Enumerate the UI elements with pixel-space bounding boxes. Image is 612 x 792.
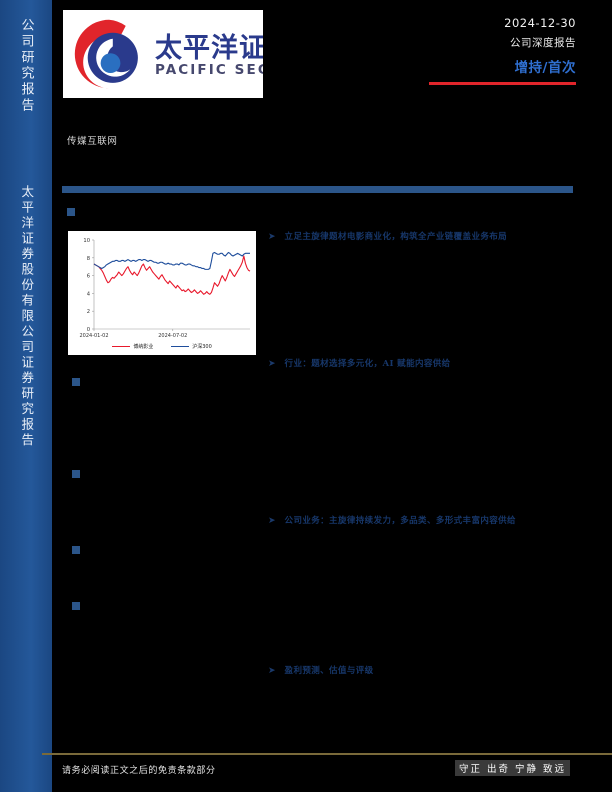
sidebar-top-label: 公司研究报告: [0, 18, 52, 114]
section-heading-1: ➤ 行业：题材选择多元化，AI 赋能内容供给: [268, 358, 598, 370]
svg-text:2024-01-02: 2024-01-02: [79, 333, 108, 339]
list-marker: [67, 208, 75, 216]
pacific-securities-logo-icon: [74, 19, 138, 89]
logo-name-cn: 太平洋证券: [155, 33, 263, 64]
legend-label: 博纳影业: [133, 344, 154, 350]
arrow-right-icon: ➤: [268, 666, 276, 676]
arrow-right-icon: ➤: [268, 359, 276, 369]
company-logo: 太平洋证券 PACIFIC SECURITIES: [63, 10, 263, 98]
svg-text:0: 0: [87, 327, 90, 333]
section-heading-0: ➤ 立足主旋律题材电影商业化，构筑全产业链覆盖业务布局: [268, 231, 598, 243]
footer-disclaimer: 请务必阅读正文之后的免责条款部分: [62, 766, 216, 776]
section-heading-2: ➤ 公司业务：主旋律持续发力，多品类、多形式丰富内容供给: [268, 515, 598, 527]
section-heading-text: 盈利预测、估值与评级: [284, 666, 374, 676]
arrow-right-icon: ➤: [268, 516, 276, 526]
svg-text:10: 10: [83, 238, 90, 244]
section-divider-bar: [62, 186, 573, 193]
sidebar-seam: [52, 0, 60, 792]
section-heading-3: ➤ 盈利预测、估值与评级: [268, 665, 598, 677]
stock-performance-chart: 0 2 4 6 8 10 2024-01-02 2024-07-02 博纳影业 沪深300: [68, 231, 256, 355]
legend-swatch: [112, 345, 131, 348]
sidebar-company-label: 太平洋证券股份有限公司证券研究报告: [0, 185, 52, 449]
rating-badge: 增持/首次: [514, 60, 576, 76]
chart-legend: 博纳影业 沪深300: [68, 343, 256, 350]
arrow-right-icon: ➤: [268, 232, 276, 242]
section-heading-text: 行业：题材选择多元化，AI 赋能内容供给: [284, 359, 451, 369]
svg-text:2: 2: [87, 309, 90, 315]
report-type: 公司深度报告: [510, 37, 576, 49]
header-red-rule: [429, 82, 576, 85]
legend-item-1: 沪深300: [171, 343, 212, 350]
svg-text:6: 6: [87, 274, 90, 280]
legend-label: 沪深300: [192, 344, 212, 350]
left-sidebar: [0, 0, 52, 792]
report-date: 2024-12-30: [504, 16, 576, 30]
svg-text:2024-07-02: 2024-07-02: [158, 333, 187, 339]
svg-text:8: 8: [87, 256, 90, 262]
section-heading-text: 立足主旋律题材电影商业化，构筑全产业链覆盖业务布局: [284, 232, 508, 242]
footer-rule: [42, 753, 612, 755]
sidebar-company-label-text: 太平洋证券股份有限公司证券研究报告: [19, 185, 35, 449]
list-marker: [72, 602, 80, 610]
svg-text:4: 4: [87, 291, 91, 297]
list-marker: [72, 470, 80, 478]
industry-label: 传媒互联网: [67, 136, 118, 147]
list-marker: [72, 378, 80, 386]
header-meta: 2024-12-30 公司深度报告 增持/首次: [326, 16, 576, 76]
legend-swatch: [171, 345, 190, 348]
section-heading-text: 公司业务：主旋律持续发力，多品类、多形式丰富内容供给: [284, 516, 516, 526]
legend-item-0: 博纳影业: [112, 343, 153, 350]
footer-slogan: 守正 出奇 宁静 致远: [455, 760, 571, 776]
chart-plot-area: 0 2 4 6 8 10 2024-01-02 2024-07-02: [79, 238, 251, 339]
sidebar-top-label-text: 公司研究报告: [18, 18, 34, 114]
logo-name-en: PACIFIC SECURITIES: [155, 62, 263, 78]
list-marker: [72, 546, 80, 554]
